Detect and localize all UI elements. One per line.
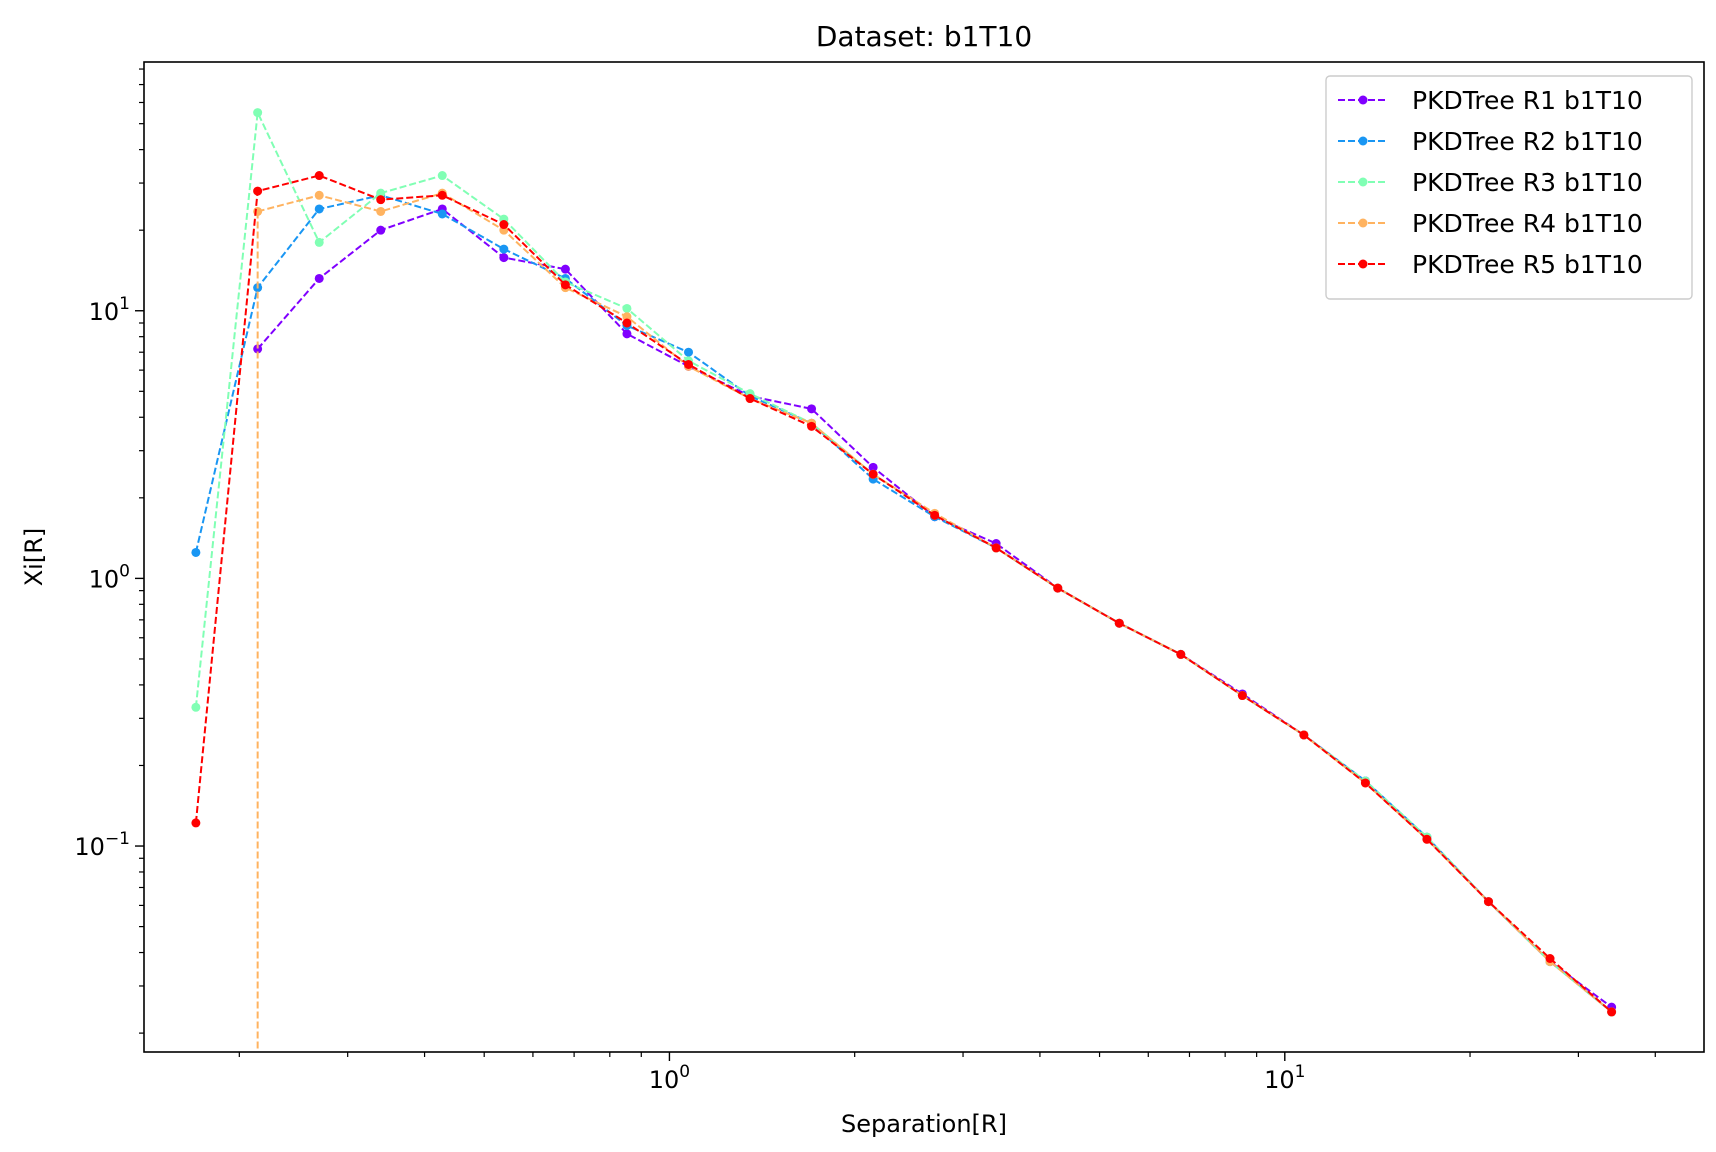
data-point	[560, 264, 570, 274]
data-point	[191, 818, 201, 828]
x-axis-label: Separation[R]	[841, 1110, 1007, 1138]
data-point	[807, 404, 817, 414]
data-point	[622, 303, 632, 313]
data-point	[253, 344, 263, 354]
data-point	[1607, 1007, 1617, 1017]
legend-box	[1325, 75, 1693, 300]
data-point	[314, 237, 324, 247]
data-point	[191, 547, 201, 557]
data-point	[376, 188, 386, 198]
axis-ticks: 100 101 10−1 100 101	[74, 68, 1656, 1094]
data-point	[684, 359, 694, 369]
data-point	[1299, 730, 1309, 740]
y-tick-label: 100	[89, 561, 130, 593]
data-point	[622, 329, 632, 339]
data-point	[437, 171, 447, 181]
legend-label: PKDTree R1 b1T10	[1412, 86, 1643, 115]
data-point	[191, 702, 201, 712]
data-point	[930, 510, 940, 520]
legend-label: PKDTree R4 b1T10	[1412, 209, 1643, 238]
legend-marker	[1358, 136, 1368, 146]
data-point	[1422, 834, 1432, 844]
data-point	[314, 171, 324, 181]
y-tick-label: 10−1	[74, 829, 130, 861]
series-line-2	[194, 194, 1613, 1013]
data-point	[1053, 583, 1063, 593]
data-point	[1545, 954, 1555, 964]
axes-frame	[143, 61, 1705, 1053]
data-point	[314, 190, 324, 200]
data-point	[376, 195, 386, 205]
series-line-3	[194, 108, 1613, 1013]
legend-marker	[1358, 259, 1368, 269]
y-axis-label: Xi[R]	[20, 528, 48, 587]
data-point	[314, 273, 324, 283]
data-point	[314, 204, 324, 214]
data-point	[807, 421, 817, 431]
data-point	[1237, 691, 1247, 701]
data-point	[1176, 649, 1186, 659]
legend-label: PKDTree R5 b1T10	[1412, 250, 1643, 279]
legend-label: PKDTree R2 b1T10	[1412, 127, 1643, 156]
plot-area	[191, 108, 1617, 1052]
data-point	[499, 253, 509, 263]
legend-label: PKDTree R3 b1T10	[1412, 168, 1643, 197]
data-point	[1483, 897, 1493, 907]
data-point	[1114, 618, 1124, 628]
data-point	[684, 347, 694, 357]
y-tick-label: 101	[89, 294, 130, 326]
data-point	[991, 543, 1001, 553]
data-point	[499, 220, 509, 230]
data-point	[745, 394, 755, 404]
data-point	[622, 312, 632, 322]
legend: PKDTree R1 b1T10 PKDTree R2 b1T10 PKDTree …	[1325, 75, 1693, 300]
data-point	[560, 280, 570, 290]
x-tick-label: 101	[1264, 1062, 1305, 1094]
legend-marker	[1358, 218, 1368, 228]
legend-marker	[1358, 95, 1368, 105]
legend-marker	[1358, 177, 1368, 187]
data-point	[376, 206, 386, 216]
data-point	[253, 108, 263, 118]
chart-title: Dataset: b1T10	[816, 20, 1032, 53]
data-point	[376, 225, 386, 235]
data-point	[437, 209, 447, 219]
data-point	[622, 318, 632, 328]
data-point	[499, 244, 509, 254]
data-point	[1360, 778, 1370, 788]
x-tick-label: 100	[649, 1062, 690, 1094]
series-line-5	[194, 174, 1613, 1013]
data-point	[868, 462, 878, 472]
data-point	[437, 190, 447, 200]
data-point	[868, 469, 878, 479]
data-point	[253, 186, 263, 196]
series-group	[191, 108, 1617, 1052]
